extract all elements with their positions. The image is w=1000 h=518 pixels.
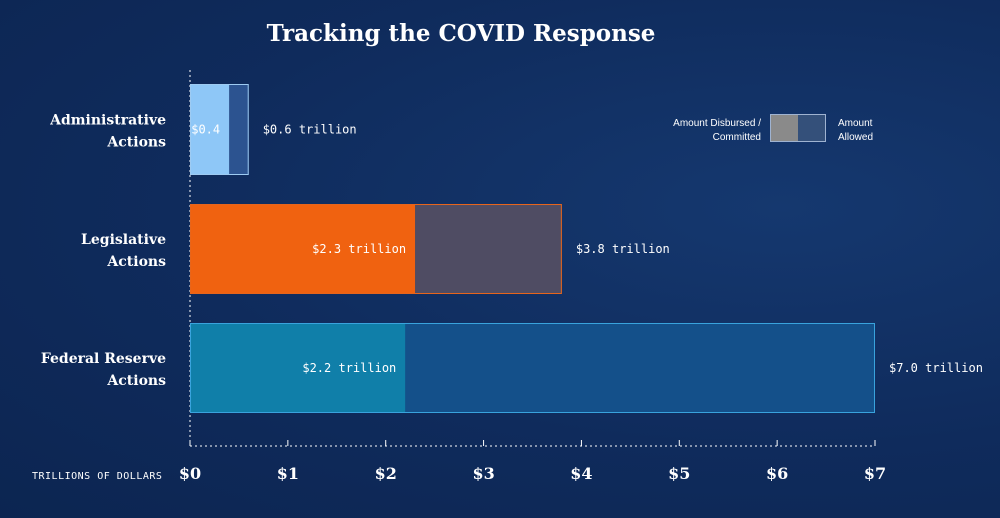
allowed-value-label: $3.8 trillion [576, 242, 670, 256]
category-label: Legislative [81, 232, 166, 248]
bar-allowed [229, 84, 249, 175]
x-tick-label: $7 [864, 464, 886, 483]
bar-disbursed [190, 204, 416, 294]
x-tick-label: $3 [472, 464, 494, 483]
bar-disbursed [190, 323, 406, 413]
bar-allowed [415, 204, 562, 294]
bar-outline [190, 323, 875, 413]
x-tick-label: $5 [668, 464, 690, 483]
x-tick-label: $4 [570, 464, 592, 483]
disbursed-value-label: $0.4 [191, 123, 220, 137]
legend-swatch-disbursed [770, 114, 798, 142]
bar-outline [190, 204, 562, 294]
legend-label-allowed: Allowed [838, 132, 873, 143]
allowed-value-label: $0.6 trillion [263, 123, 357, 137]
category-label: Actions [106, 373, 166, 389]
x-axis-title: TRILLIONS OF DOLLARS [32, 471, 162, 482]
chart-title: Tracking the COVID Response [266, 20, 656, 47]
legend-label-allowed: Amount [838, 118, 873, 129]
category-label: Administrative [49, 113, 166, 129]
legend-swatch-allowed [798, 114, 826, 142]
x-tick-label: $0 [179, 464, 201, 483]
bar-disbursed [190, 84, 230, 175]
x-tick-label: $2 [375, 464, 397, 483]
category-label: Actions [106, 254, 166, 270]
allowed-value-label: $7.0 trillion [889, 361, 983, 375]
category-label: Federal Reserve [41, 351, 166, 367]
legend-label-disbursed: Committed [713, 132, 761, 143]
disbursed-value-label: $2.2 trillion [302, 361, 396, 375]
disbursed-value-label: $2.3 trillion [312, 242, 406, 256]
x-tick-label: $6 [766, 464, 788, 483]
legend-label-disbursed: Amount Disbursed / [673, 118, 761, 129]
category-label: Actions [106, 135, 166, 151]
legend-swatch-border [770, 114, 826, 142]
x-tick-label: $1 [277, 464, 299, 483]
bar-outline [190, 84, 249, 175]
bar-allowed [405, 323, 875, 413]
